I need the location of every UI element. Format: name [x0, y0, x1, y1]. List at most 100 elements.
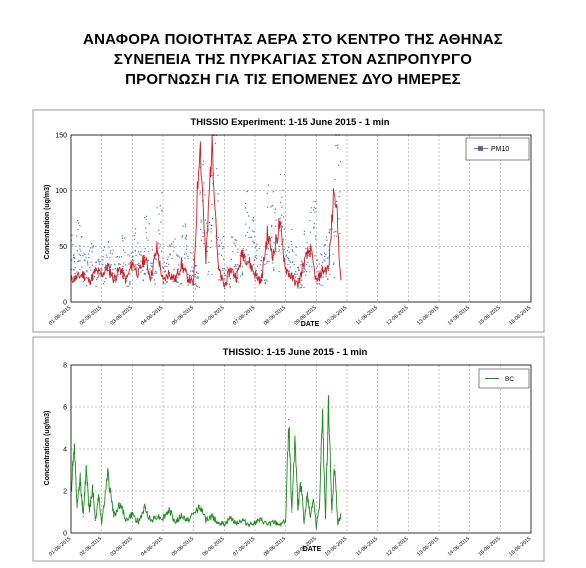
- pm10-scatter-point: [312, 209, 315, 211]
- pm10-scatter-point: [129, 282, 131, 284]
- pm10-scatter-point: [159, 205, 161, 207]
- pm10-scatter-point: [217, 174, 219, 176]
- bc-data-point: [285, 519, 287, 522]
- pm10-scatter-point: [137, 264, 140, 266]
- pm10-scatter-point: [155, 258, 157, 261]
- pm10-scatter-point: [260, 269, 262, 271]
- pm10-scatter-point: [134, 228, 137, 230]
- pm10-data-point: [168, 272, 170, 274]
- pm10-scatter-point: [91, 251, 93, 253]
- pm10-scatter-point: [222, 269, 224, 272]
- pm10-scatter-point: [71, 234, 73, 236]
- pm10-scatter-point: [234, 239, 236, 241]
- pm10-scatter-point: [177, 276, 179, 278]
- pm10-scatter-point: [173, 246, 175, 248]
- pm10-scatter-point: [290, 240, 292, 243]
- pm10-scatter-point: [265, 279, 267, 281]
- pm10-scatter-point: [202, 232, 204, 234]
- pm10-scatter-point: [222, 248, 224, 250]
- pm10-scatter-point: [256, 249, 258, 252]
- pm10-scatter-point: [299, 287, 301, 289]
- report-title-line-1: ΑΝΑΦΟΡΑ ΠΟΙΟΤΗΤΑΣ ΑΕΡΑ ΣΤΟ ΚΕΝΤΡΟ ΤΗΣ ΑΘ…: [83, 31, 503, 48]
- pm10-scatter-point: [76, 271, 78, 273]
- bc-data-point: [278, 524, 281, 526]
- pm10-scatter-point: [235, 266, 237, 268]
- pm10-scatter-point: [267, 206, 269, 208]
- pm10-scatter-point: [309, 219, 311, 222]
- pm10-data-point: [303, 262, 305, 264]
- pm10-data-point: [144, 256, 146, 259]
- pm10-scatter-point: [243, 260, 245, 262]
- pm10-scatter-point: [208, 221, 211, 224]
- pm10-scatter-point: [278, 249, 281, 251]
- pm10-scatter-point: [252, 240, 254, 242]
- pm10-scatter-point: [331, 228, 333, 230]
- pm10-scatter-point: [108, 246, 110, 248]
- bc-data-point: [248, 524, 250, 526]
- pm10-scatter-point: [308, 255, 310, 257]
- pm10-scatter-point: [288, 257, 290, 260]
- pm10-scatter-point: [199, 193, 201, 195]
- pm10-scatter-point: [237, 248, 239, 250]
- pm10-scatter-point: [162, 282, 165, 284]
- pm10-scatter-point: [301, 284, 303, 286]
- pm10-scatter-point: [144, 216, 146, 219]
- pm10-scatter-point: [338, 164, 340, 166]
- pm10-scatter-point: [186, 248, 188, 250]
- pm10-scatter-point: [245, 223, 247, 225]
- pm10-legend-box: [465, 137, 530, 161]
- pm10-scatter-point: [121, 235, 123, 237]
- pm10-scatter-point: [199, 191, 201, 193]
- pm10-scatter-point: [253, 242, 256, 244]
- pm10-scatter-point: [164, 265, 166, 267]
- pm10-scatter-point: [283, 173, 286, 176]
- pm10-chart-title: THISSIO Experiment: 1-15 June 2015 - 1 m…: [190, 117, 389, 128]
- pm10-scatter-point: [250, 236, 252, 239]
- pm10-scatter-point: [181, 236, 183, 238]
- pm10-scatter-point: [184, 223, 186, 225]
- pm10-scatter-point: [287, 256, 289, 259]
- pm10-scatter-point: [308, 265, 310, 267]
- bc-legend-box: [478, 368, 530, 389]
- pm10-scatter-point: [235, 239, 237, 241]
- pm10-scatter-point: [281, 214, 283, 216]
- pm10-scatter-point: [219, 276, 222, 278]
- pm10-scatter-point: [228, 283, 230, 285]
- pm10-scatter-point: [98, 258, 100, 261]
- pm10-scatter-point: [134, 264, 136, 266]
- pm10-scatter-point: [235, 264, 237, 266]
- pm10-scatter-point: [219, 239, 221, 241]
- pm10-scatter-point: [198, 286, 200, 288]
- pm10-scatter-point: [170, 243, 173, 245]
- pm10-scatter-point: [238, 264, 241, 266]
- pm10-scatter-point: [339, 191, 341, 193]
- pm10-scatter-point: [185, 253, 187, 255]
- pm10-scatter-point: [74, 276, 76, 278]
- pm10-scatter-point: [253, 242, 255, 244]
- pm10-scatter-point: [151, 277, 153, 279]
- pm10-scatter-point: [195, 271, 198, 273]
- pm10-data-point: [260, 281, 262, 283]
- bc-data-point: [254, 521, 256, 524]
- pm10-scatter-point: [321, 284, 323, 287]
- pm10-scatter-point: [266, 260, 268, 263]
- pm10-scatter-point: [144, 247, 146, 250]
- bc-data-point: [113, 515, 115, 517]
- pm10-scatter-point: [84, 260, 86, 262]
- pm10-scatter-point: [160, 250, 163, 252]
- pm10-scatter-point: [112, 272, 114, 274]
- pm10-scatter-point: [270, 225, 273, 227]
- pm10-scatter-point: [83, 252, 85, 254]
- pm10-scatter-point: [136, 264, 138, 266]
- pm10-scatter-point: [245, 202, 247, 205]
- pm10-scatter-point: [79, 248, 81, 250]
- pm10-scatter-point: [314, 238, 317, 240]
- pm10-scatter-point: [302, 270, 304, 272]
- pm10-scatter-point: [264, 279, 266, 281]
- pm10-scatter-point: [254, 280, 256, 282]
- pm10-y-axis-label: Concentration (ug/m3): [44, 185, 51, 260]
- pm10-scatter-point: [92, 247, 94, 249]
- pm10-scatter-point: [325, 275, 327, 277]
- bc-data-point: [337, 524, 339, 526]
- pm10-scatter-point: [316, 283, 319, 285]
